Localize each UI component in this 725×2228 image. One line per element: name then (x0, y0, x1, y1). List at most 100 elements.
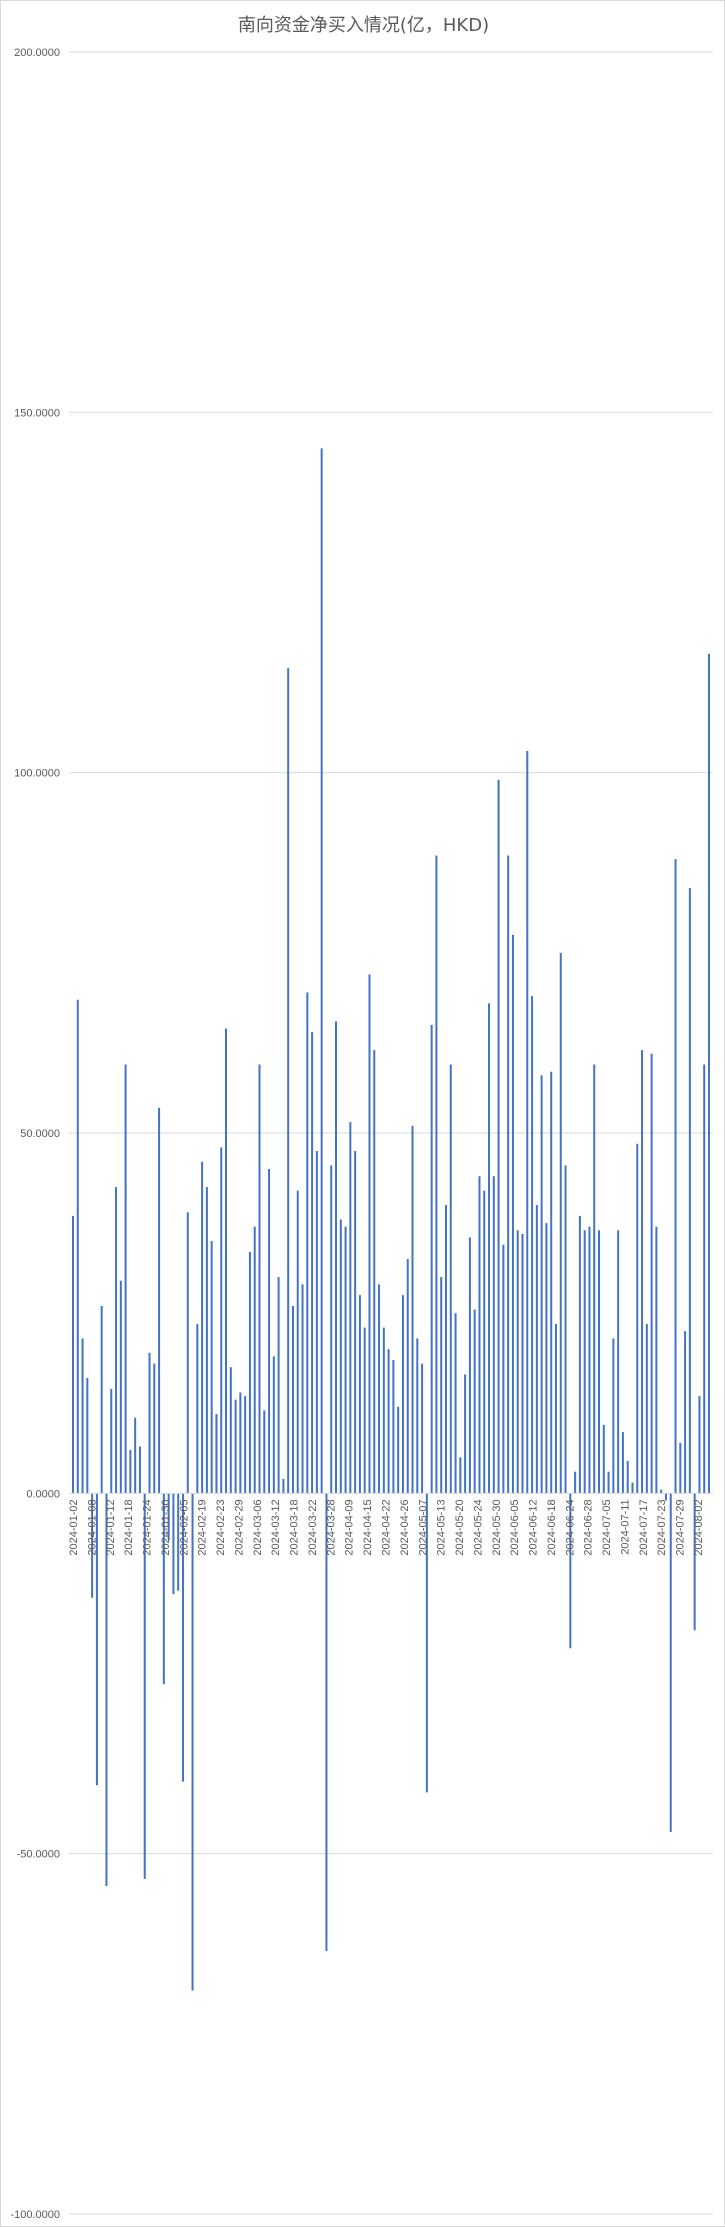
x-axis-ticks: 2024-01-02 2024-01-08 2024-01-12 2024-01-18… (68, 1499, 705, 1555)
bar (564, 1165, 567, 1494)
bar (382, 1327, 385, 1494)
bar (143, 1493, 146, 1879)
bar (134, 1417, 137, 1494)
bar (492, 1176, 495, 1494)
y-tick-label: -100.0000 (10, 2209, 60, 2221)
bar (105, 1493, 108, 1887)
bar (220, 1147, 223, 1494)
bar (397, 1406, 400, 1494)
x-tick-label: 2024-02-05 (178, 1499, 190, 1555)
bar (229, 1367, 232, 1494)
bar (660, 1489, 663, 1494)
bar (392, 1360, 395, 1494)
y-tick-label: 100.0000 (14, 768, 60, 780)
bar (91, 1493, 94, 1598)
bar (416, 1338, 419, 1494)
bar (626, 1460, 629, 1494)
bar (569, 1493, 572, 1649)
bar (545, 1223, 548, 1494)
y-tick-label: 200.0000 (14, 47, 60, 59)
bar (688, 887, 691, 1494)
bar (210, 1241, 213, 1494)
bar (464, 1374, 467, 1494)
bar (354, 1151, 357, 1494)
bar (612, 1338, 615, 1494)
y-tick-label: -50.0000 (17, 1849, 60, 1861)
x-tick-label: 2024-04-09 (344, 1499, 356, 1555)
bar (698, 1396, 701, 1494)
bar (516, 1230, 519, 1494)
x-tick-label: 2024-06-24 (564, 1499, 576, 1555)
bar (196, 1323, 199, 1494)
bar (81, 1338, 84, 1494)
bar (186, 1212, 189, 1494)
bar (158, 1107, 161, 1494)
y-tick-label: 0.0000 (26, 1488, 60, 1500)
bar (621, 1432, 624, 1494)
bar (708, 653, 710, 1494)
bar (387, 1349, 390, 1494)
bars (72, 448, 710, 1991)
x-tick-label: 2024-05-20 (454, 1499, 466, 1555)
x-tick-label: 2024-04-15 (362, 1499, 374, 1555)
bar (172, 1493, 175, 1595)
bar (363, 1327, 366, 1494)
bar (679, 1442, 682, 1494)
bar (655, 1226, 658, 1494)
bar (282, 1478, 285, 1494)
bar (693, 1493, 696, 1631)
bar (277, 1277, 280, 1494)
bar (574, 1471, 577, 1494)
bar (526, 751, 529, 1494)
x-tick-label: 2024-06-28 (583, 1499, 595, 1555)
bar (268, 1169, 271, 1494)
bar (645, 1323, 648, 1494)
bar (325, 1493, 328, 1951)
bar (110, 1388, 113, 1494)
bar (95, 1493, 98, 1786)
bar (449, 1064, 452, 1494)
bar (76, 999, 79, 1494)
bar (674, 859, 677, 1494)
x-tick-label: 2024-02-19 (197, 1499, 209, 1555)
x-tick-label: 2024-08-02 (693, 1499, 705, 1555)
bar (602, 1424, 605, 1494)
x-tick-label: 2024-07-17 (638, 1499, 650, 1555)
bar (167, 1493, 170, 1541)
bar (669, 1493, 672, 1833)
bar (239, 1392, 242, 1494)
bar (124, 1064, 127, 1494)
bar (263, 1410, 266, 1494)
bar (191, 1493, 194, 1991)
bar (378, 1284, 381, 1494)
bar (703, 1064, 706, 1494)
bar (617, 1230, 620, 1494)
bar (478, 1176, 481, 1494)
bar (468, 1237, 471, 1494)
bar (119, 1280, 122, 1494)
bar (330, 1165, 333, 1494)
bar (540, 1075, 543, 1494)
x-tick-label: 2024-01-30 (160, 1499, 172, 1555)
x-tick-label: 2024-03-28 (325, 1499, 337, 1555)
bar (215, 1414, 218, 1494)
bar (521, 1233, 524, 1494)
x-tick-label: 2024-03-22 (307, 1499, 319, 1555)
bar (459, 1457, 462, 1494)
x-tick-label: 2024-02-29 (233, 1499, 245, 1555)
x-tick-label: 2024-06-05 (509, 1499, 521, 1555)
bar (253, 1226, 256, 1494)
bar (559, 952, 562, 1494)
bar (291, 1305, 294, 1494)
bar (311, 1032, 314, 1494)
bar (401, 1295, 404, 1494)
x-tick-label: 2024-06-12 (528, 1499, 540, 1555)
bar (177, 1493, 180, 1591)
bar (444, 1205, 447, 1494)
bar (588, 1226, 591, 1494)
bar (435, 855, 438, 1494)
bar (349, 1122, 352, 1494)
x-tick-label: 2024-06-18 (546, 1499, 558, 1555)
x-tick-label: 2024-01-02 (68, 1499, 80, 1555)
